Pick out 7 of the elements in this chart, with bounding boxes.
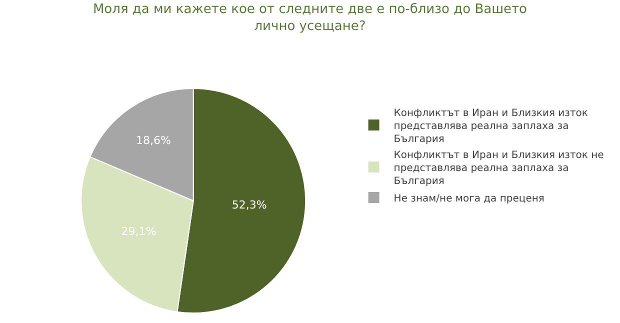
legend-label: Конфликтът в Иран и Близкия изток представлява реална заплаха за България bbox=[394, 108, 588, 145]
legend-label: Не знам/не мога да преценя bbox=[394, 193, 544, 204]
data-label: 18,6% bbox=[136, 134, 171, 147]
data-label: 29,1% bbox=[121, 224, 156, 238]
data-label: 52,3% bbox=[232, 198, 267, 212]
legend-label: Конфликтът в Иран и Близкия изток не представлява реална заплаха за България bbox=[394, 150, 604, 187]
chart-title: Моля да ми кажете кое от следните две е по-близо до Вашето лично усещане? bbox=[92, 2, 528, 34]
